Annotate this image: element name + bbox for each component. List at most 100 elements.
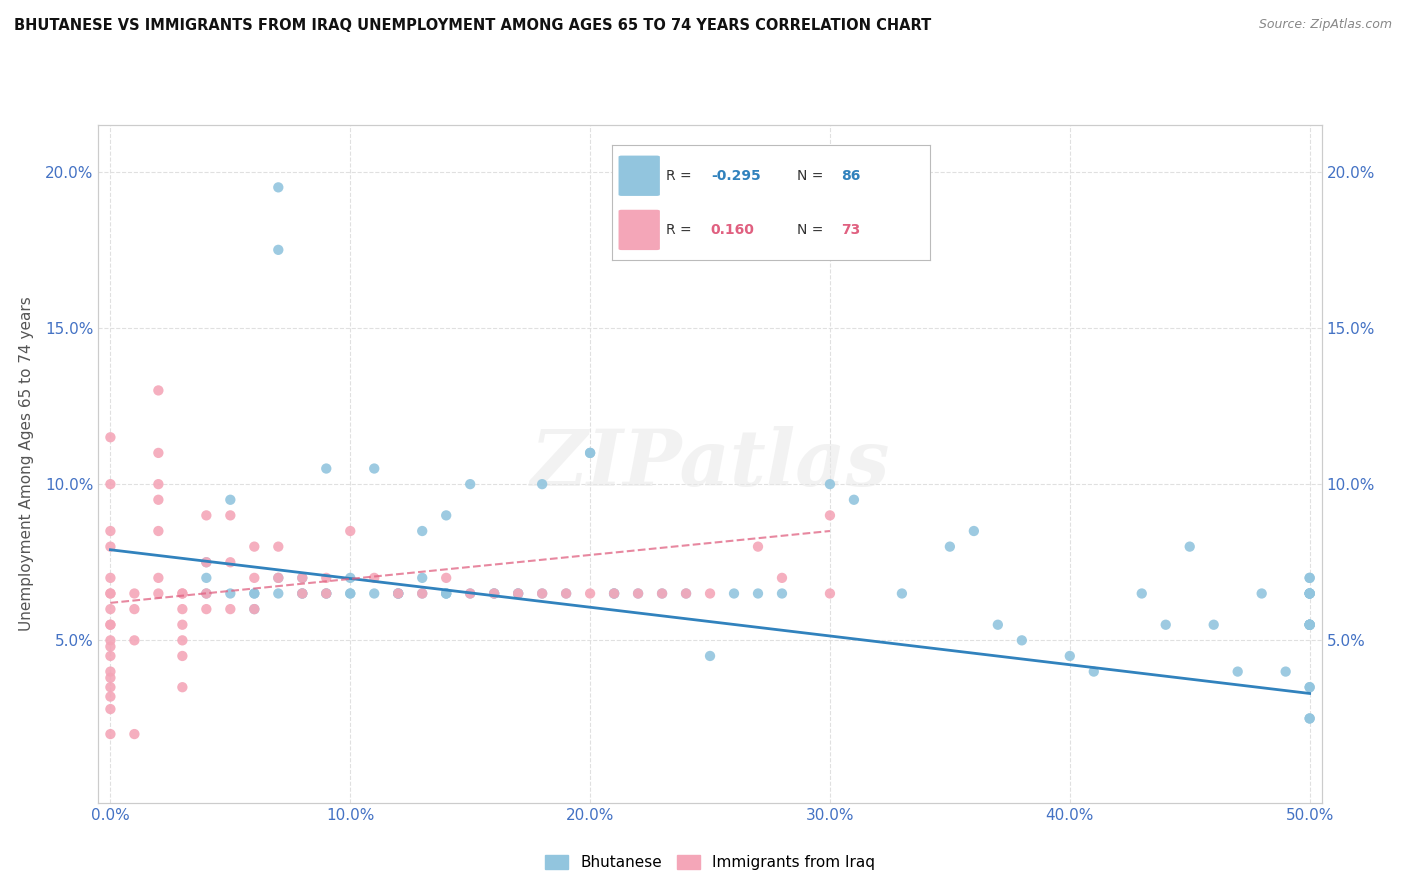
- Point: [699, 586, 721, 600]
- Point: [1298, 586, 1320, 600]
- Point: [172, 633, 194, 648]
- Text: Source: ZipAtlas.com: Source: ZipAtlas.com: [1258, 18, 1392, 31]
- Point: [267, 243, 290, 257]
- Point: [195, 555, 218, 569]
- Point: [148, 492, 170, 507]
- Point: [411, 571, 433, 585]
- Point: [1226, 665, 1249, 679]
- Point: [243, 586, 266, 600]
- Point: [243, 602, 266, 616]
- Point: [124, 633, 146, 648]
- Point: [243, 586, 266, 600]
- Point: [100, 727, 122, 741]
- Point: [1130, 586, 1153, 600]
- Point: [482, 586, 505, 600]
- Point: [1298, 617, 1320, 632]
- Point: [100, 586, 122, 600]
- Point: [291, 571, 314, 585]
- Point: [1298, 571, 1320, 585]
- Point: [531, 477, 554, 491]
- Point: [434, 508, 457, 523]
- Legend: Bhutanese, Immigrants from Iraq: Bhutanese, Immigrants from Iraq: [538, 849, 882, 877]
- Point: [675, 586, 697, 600]
- Point: [100, 633, 122, 648]
- Point: [172, 648, 194, 663]
- Text: 73: 73: [841, 223, 860, 237]
- Point: [1083, 665, 1105, 679]
- Point: [1298, 586, 1320, 600]
- Point: [531, 586, 554, 600]
- Point: [987, 617, 1010, 632]
- Y-axis label: Unemployment Among Ages 65 to 74 years: Unemployment Among Ages 65 to 74 years: [20, 296, 34, 632]
- Point: [699, 648, 721, 663]
- Point: [219, 602, 242, 616]
- Point: [579, 586, 602, 600]
- Point: [1298, 617, 1320, 632]
- Point: [172, 602, 194, 616]
- Point: [1298, 617, 1320, 632]
- Point: [603, 586, 626, 600]
- Point: [100, 586, 122, 600]
- Point: [267, 540, 290, 554]
- Point: [315, 586, 337, 600]
- Point: [124, 586, 146, 600]
- Point: [243, 571, 266, 585]
- Text: ZIPatlas: ZIPatlas: [530, 425, 890, 502]
- Point: [243, 540, 266, 554]
- Point: [555, 586, 578, 600]
- Point: [531, 586, 554, 600]
- Text: 0.160: 0.160: [711, 223, 755, 237]
- Point: [100, 640, 122, 654]
- FancyBboxPatch shape: [619, 155, 659, 196]
- Point: [387, 586, 409, 600]
- Point: [315, 571, 337, 585]
- Point: [434, 586, 457, 600]
- Point: [267, 571, 290, 585]
- Point: [1202, 617, 1225, 632]
- Point: [363, 461, 385, 475]
- Point: [148, 384, 170, 398]
- Point: [148, 446, 170, 460]
- Point: [1178, 540, 1201, 554]
- Point: [100, 477, 122, 491]
- Point: [818, 586, 841, 600]
- Point: [747, 586, 769, 600]
- Point: [458, 477, 481, 491]
- Point: [770, 586, 793, 600]
- Point: [508, 586, 530, 600]
- Point: [315, 586, 337, 600]
- Point: [100, 690, 122, 704]
- Point: [387, 586, 409, 600]
- Point: [1298, 617, 1320, 632]
- Point: [148, 586, 170, 600]
- Point: [818, 477, 841, 491]
- Point: [1298, 617, 1320, 632]
- Point: [219, 492, 242, 507]
- Point: [100, 617, 122, 632]
- Point: [195, 602, 218, 616]
- Point: [172, 617, 194, 632]
- Point: [219, 555, 242, 569]
- Point: [291, 586, 314, 600]
- Point: [100, 524, 122, 538]
- Point: [579, 446, 602, 460]
- Point: [148, 524, 170, 538]
- Point: [434, 586, 457, 600]
- Point: [339, 571, 361, 585]
- Point: [482, 586, 505, 600]
- Point: [267, 586, 290, 600]
- Text: 86: 86: [841, 169, 860, 183]
- Point: [148, 571, 170, 585]
- Point: [195, 586, 218, 600]
- Point: [603, 586, 626, 600]
- Text: R =: R =: [666, 223, 700, 237]
- Point: [195, 586, 218, 600]
- Point: [723, 586, 745, 600]
- Point: [195, 555, 218, 569]
- Text: R =: R =: [666, 169, 696, 183]
- Point: [1298, 586, 1320, 600]
- Point: [291, 586, 314, 600]
- Point: [1298, 711, 1320, 725]
- FancyBboxPatch shape: [619, 210, 659, 250]
- Point: [219, 508, 242, 523]
